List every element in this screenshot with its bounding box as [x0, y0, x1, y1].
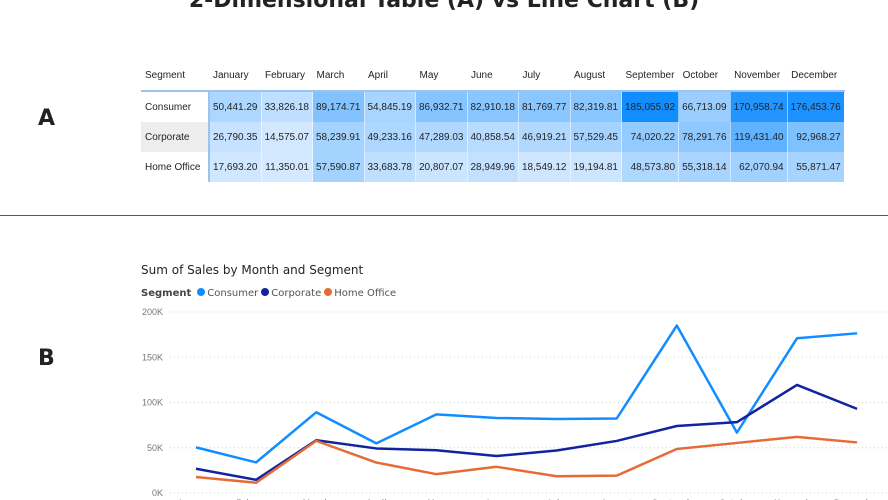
y-tick-label: 200K: [142, 307, 163, 317]
table-cell: 11,350.01: [261, 152, 313, 182]
column-header-month[interactable]: March: [316, 69, 345, 81]
table-cell: 55,318.14: [678, 152, 731, 182]
table-cell: 89,174.71: [312, 90, 365, 122]
table-cell: 28,949.96: [467, 152, 519, 182]
table-cell: 185,055.92: [621, 90, 680, 122]
legend-item[interactable]: Home Office: [324, 288, 396, 299]
legend-title: Segment: [141, 288, 192, 299]
row-header-segment: Corporate: [141, 122, 210, 152]
table-row: Consumer 50,441.29 33,826.18 89,174.71 54,84…: [141, 90, 845, 122]
table-cell: 57,590.87: [312, 152, 365, 182]
matrix-table: Segment January February March April May June J…: [141, 60, 845, 182]
column-header-month[interactable]: February: [265, 69, 306, 81]
table-cell: 40,858.54: [467, 122, 519, 152]
legend-dot-icon: [197, 288, 206, 296]
column-header-month[interactable]: May: [419, 69, 439, 81]
table-cell: 19,194.81: [570, 152, 622, 182]
table-cell: 18,549.12: [518, 152, 571, 182]
label-b: B: [38, 346, 55, 371]
table-cell: 54,845.19: [364, 90, 416, 122]
table-cell: 82,319.81: [570, 90, 622, 122]
table-cell: 14,575.07: [261, 122, 313, 152]
legend-item[interactable]: Corporate: [261, 288, 321, 299]
legend-dot-icon: [324, 288, 333, 296]
table-cell: 49,233.16: [364, 122, 416, 152]
column-header-month[interactable]: December: [791, 69, 838, 81]
table-cell: 33,683.78: [364, 152, 416, 182]
legend: Segment Consumer Corporate Home Office: [141, 288, 396, 299]
table-cell: 86,932.71: [415, 90, 468, 122]
table-cell: 62,070.94: [730, 152, 788, 182]
page-title: 2-Dimensional Table (A) vs Line Chart (B…: [188, 0, 700, 13]
y-tick-label: 0K: [152, 488, 163, 498]
table-cell: 66,713.09: [678, 90, 731, 122]
y-tick-label: 50K: [147, 443, 163, 453]
row-header-segment: Consumer: [141, 90, 210, 122]
column-header-month[interactable]: July: [522, 69, 541, 81]
table-cell: 17,693.20: [209, 152, 262, 182]
column-header-month[interactable]: April: [368, 69, 389, 81]
table-cell: 48,573.80: [621, 152, 680, 182]
table-cell: 170,958.74: [730, 90, 788, 122]
column-header-month[interactable]: January: [213, 69, 249, 81]
table-cell: 57,529.45: [570, 122, 622, 152]
column-header-month[interactable]: August: [574, 69, 606, 81]
table-cell: 33,826.18: [261, 90, 313, 122]
series-line-home-office[interactable]: [195, 435, 858, 484]
label-a: A: [38, 106, 56, 131]
legend-item[interactable]: Consumer: [197, 288, 258, 299]
row-header-segment: Home Office: [141, 152, 210, 182]
column-header-segment[interactable]: Segment: [145, 69, 186, 81]
legend-label: Home Office: [334, 288, 397, 299]
table-cell: 55,871.47: [787, 152, 845, 182]
table-cell: 82,910.18: [467, 90, 519, 122]
table-row: Corporate 26,790.35 14,575.07 58,239.91 49,2…: [141, 122, 845, 152]
legend-label: Consumer: [207, 288, 259, 299]
table-cell: 119,431.40: [730, 122, 788, 152]
column-header-month[interactable]: October: [682, 69, 719, 81]
column-header-month[interactable]: June: [471, 69, 493, 81]
table-cell: 92,968.27: [787, 122, 845, 152]
chart-title: Sum of Sales by Month and Segment: [141, 263, 364, 277]
legend-label: Corporate: [271, 288, 322, 299]
table-cell: 26,790.35: [209, 122, 262, 152]
column-header-month[interactable]: September: [625, 69, 675, 81]
table-cell: 176,453.76: [787, 90, 845, 122]
table-cell: 74,020.22: [621, 122, 680, 152]
table-cell: 58,239.91: [312, 122, 365, 152]
table-cell: 50,441.29: [209, 90, 262, 122]
table-cell: 46,919.21: [518, 122, 571, 152]
column-header-month[interactable]: November: [734, 69, 781, 81]
table-cell: 20,807.07: [415, 152, 468, 182]
table-row: Home Office 17,693.20 11,350.01 57,590.87 33…: [141, 152, 845, 182]
y-tick-label: 150K: [142, 352, 163, 362]
divider: [0, 215, 888, 216]
table-cell: 47,289.03: [415, 122, 468, 152]
table-cell: 81,769.77: [518, 90, 571, 122]
legend-dot-icon: [261, 288, 270, 296]
table-cell: 78,291.76: [678, 122, 731, 152]
y-tick-label: 100K: [142, 398, 163, 408]
